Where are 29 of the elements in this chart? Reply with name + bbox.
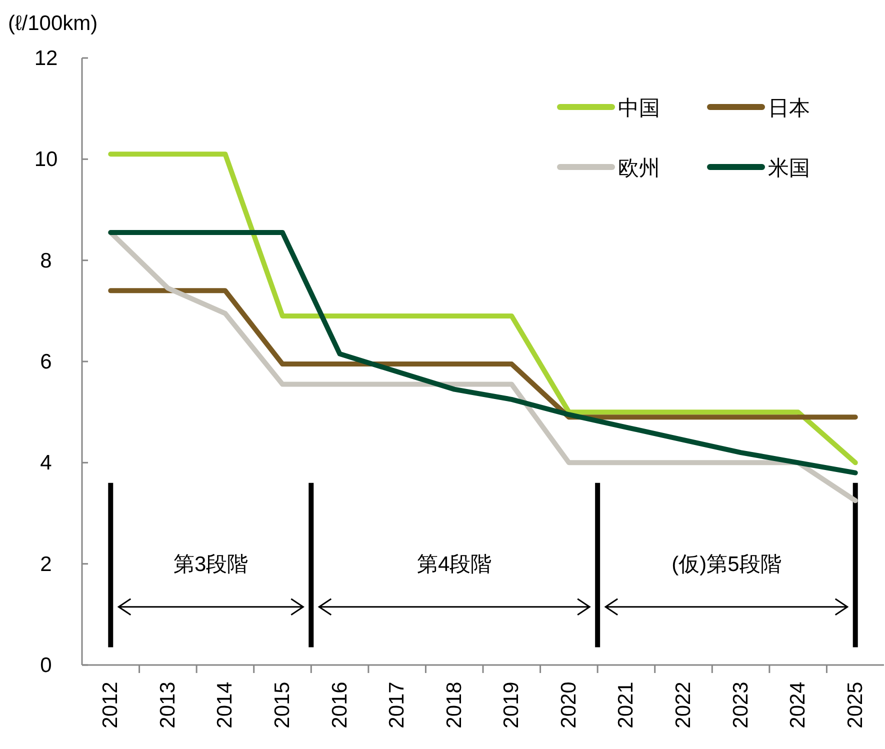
x-tick-label: 2017	[386, 682, 409, 728]
x-tick-label: 2021	[614, 682, 638, 728]
y-tick-label: 8	[40, 249, 52, 272]
y-tick-label: 2	[40, 552, 52, 576]
y-tick-label: 10	[34, 148, 58, 172]
annotation: 第4段階	[417, 552, 492, 576]
x-tick-label: 2016	[328, 682, 352, 728]
x-tick-label: 2024	[786, 681, 810, 728]
y-axis-title: (ℓ/100km)	[8, 12, 98, 35]
y-tick-label: 4	[40, 452, 52, 475]
x-tick-label: 2014	[214, 681, 237, 728]
y-tick-label: 12	[34, 47, 58, 70]
legend-label: 米国	[768, 157, 810, 180]
y-tick-label: 0	[40, 654, 52, 677]
x-tick-label: 2018	[442, 682, 466, 728]
y-tick-label: 6	[40, 350, 52, 374]
x-tick-label: 2013	[156, 682, 180, 728]
x-tick-label: 2019	[500, 682, 524, 728]
x-tick-label: 2023	[729, 682, 752, 728]
x-tick-label: 2012	[99, 682, 122, 728]
legend-label: 中国	[618, 97, 660, 120]
x-tick-label: 2022	[672, 682, 695, 728]
annotation: (仮)第5段階	[672, 552, 782, 576]
x-tick-label: 2025	[844, 682, 867, 728]
x-tick-label: 2015	[271, 682, 294, 728]
legend-label: 日本	[768, 97, 810, 120]
annotation: 第3段階	[174, 552, 248, 576]
legend-label: 欧州	[618, 157, 660, 180]
x-tick-label: 2020	[557, 682, 580, 728]
